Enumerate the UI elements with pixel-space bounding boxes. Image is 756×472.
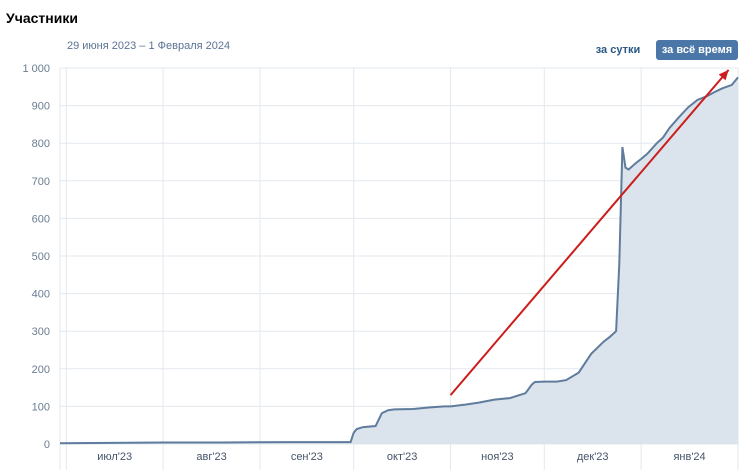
date-range: 29 июня 2023 – 1 Февраля 2024 (67, 40, 231, 52)
y-axis-ticks: 0 100 200 300 400 500 600 700 800 900 1 000 (22, 63, 50, 451)
series-line (59, 76, 739, 445)
y-tick-label: 100 (32, 401, 50, 413)
x-tick-label: дек'23 (577, 451, 609, 463)
x-axis-ticks: июл'23 авг'23 сен'23 окт'23 ноя'23 дек'23 янв'… (97, 451, 705, 463)
x-tick-label: янв'24 (673, 451, 705, 463)
y-tick-label: 300 (32, 326, 50, 338)
all-time-button[interactable]: за всё время (656, 40, 738, 60)
x-tick-label: авг'23 (196, 451, 226, 463)
y-tick-label: 800 (32, 138, 50, 150)
y-tick-label: 700 (32, 176, 50, 188)
series-area (60, 77, 738, 445)
y-tick-label: 500 (32, 251, 50, 263)
annotations (449, 69, 730, 396)
y-tick-label: 200 (32, 364, 50, 376)
per-day-button[interactable]: за сутки (595, 44, 641, 56)
x-tick-label: июл'23 (97, 451, 132, 463)
y-tick-label: 400 (32, 289, 50, 301)
y-tick-label: 900 (32, 101, 50, 113)
annotation-arrow-line (449, 69, 730, 396)
x-tick-label: ноя'23 (481, 451, 513, 463)
y-tick-label: 1 000 (22, 63, 50, 75)
annotation-arrow-head (718, 69, 729, 81)
y-tick-label: 0 (44, 439, 50, 451)
x-tick-label: сен'23 (291, 451, 323, 463)
page-title: Участники (6, 10, 78, 26)
y-tick-label: 600 (32, 213, 50, 225)
x-tick-label: окт'23 (387, 451, 417, 463)
